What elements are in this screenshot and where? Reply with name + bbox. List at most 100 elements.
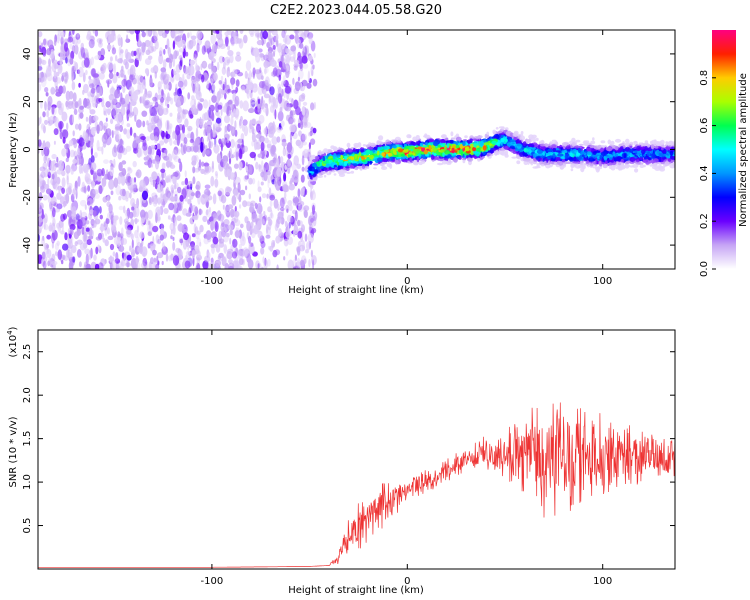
heatmap-cell (65, 193, 70, 204)
heatmap-cell (129, 102, 133, 114)
heatmap-cell (280, 120, 285, 127)
heatmap-cell (276, 136, 281, 143)
heatmap-cell (206, 80, 210, 89)
heatmap-cell (90, 129, 94, 135)
heatmap-cell (191, 233, 196, 238)
heatmap-cell (210, 231, 217, 239)
heatmap-cell (185, 51, 189, 57)
heatmap-cell (44, 256, 48, 262)
heatmap-cell (88, 114, 92, 125)
heatmap-cell (204, 184, 211, 189)
heatmap-cell (211, 95, 217, 103)
heatmap-cell (165, 44, 168, 50)
heatmap-cell (165, 133, 171, 140)
heatmap-cell (170, 235, 173, 240)
heatmap-cell (284, 85, 292, 94)
heatmap-cell (77, 249, 82, 258)
heatmap-cell (238, 148, 243, 160)
heatmap-cell (43, 167, 49, 178)
heatmap-cell (50, 106, 57, 116)
heatmap-cell (220, 195, 227, 204)
heatmap-cell (133, 204, 138, 209)
heatmap-cell (206, 136, 209, 142)
heatmap-cell (269, 200, 273, 207)
heatmap-cell (276, 167, 282, 177)
heatmap-cell (103, 159, 109, 165)
heatmap-cell (227, 204, 234, 210)
heatmap-cell (117, 37, 122, 47)
heatmap-cell (176, 30, 181, 34)
heatmap-cell (64, 42, 68, 52)
heatmap-cell (412, 136, 418, 142)
heatmap-cell (219, 43, 226, 50)
heatmap-cell (229, 229, 233, 236)
heatmap-cell (165, 252, 169, 262)
heatmap-cell (329, 170, 332, 174)
heatmap-cell (248, 235, 252, 244)
heatmap-cell (67, 51, 71, 63)
heatmap-cell (114, 123, 121, 130)
heatmap-cell (71, 81, 76, 91)
heatmap-cell (87, 197, 94, 207)
heatmap-cell (205, 230, 212, 241)
heatmap-cell (269, 212, 274, 219)
heatmap-cell (260, 75, 264, 80)
heatmap-cell (282, 75, 286, 85)
heatmap-cell (119, 57, 123, 64)
heatmap-cell (159, 234, 164, 241)
heatmap-cell (85, 220, 90, 225)
heatmap-cell (560, 165, 564, 170)
heatmap-cell (184, 260, 191, 269)
heatmap-cell (237, 72, 244, 77)
heatmap-cell (163, 48, 166, 55)
heatmap-cell (152, 180, 156, 188)
heatmap-cell (97, 146, 103, 152)
heatmap-cell (189, 202, 193, 214)
heatmap-cell (294, 81, 301, 92)
heatmap-cell (66, 93, 73, 99)
heatmap-cell (296, 163, 302, 170)
heatmap-cell (44, 242, 49, 250)
heatmap-cell (184, 79, 188, 87)
heatmap-cell (52, 164, 57, 172)
heatmap-cell (242, 100, 249, 112)
heatmap-cell (40, 76, 47, 88)
heatmap-cell (267, 245, 272, 250)
heatmap-cell (80, 217, 87, 227)
heatmap-cell (47, 39, 54, 48)
heatmap-cell (231, 251, 238, 259)
heatmap-cell (196, 42, 200, 53)
heatmap-cell (308, 37, 313, 45)
heatmap-cell (151, 115, 157, 125)
heatmap-cell (301, 93, 306, 99)
heatmap-cell (45, 188, 52, 195)
heatmap-cell (268, 122, 274, 132)
heatmap-cell (150, 110, 153, 117)
heatmap-cell (233, 163, 239, 169)
heatmap-cell (172, 236, 175, 241)
heatmap-cell (206, 120, 213, 127)
heatmap-cell (83, 83, 89, 94)
heatmap-cell (239, 30, 244, 34)
heatmap-cell (279, 107, 283, 113)
heatmap-cell (172, 225, 176, 235)
heatmap-cell (61, 259, 64, 265)
heatmap-cell (257, 230, 263, 239)
heatmap-cell (140, 146, 143, 157)
heatmap-cell (333, 173, 337, 176)
heatmap-cell (58, 185, 61, 194)
heatmap-cell (251, 212, 257, 223)
heatmap-cell (58, 120, 64, 130)
heatmap-cell (254, 202, 258, 210)
heatmap-cell (125, 210, 130, 220)
heatmap-cell (40, 122, 45, 131)
heatmap-cell (100, 48, 106, 57)
heatmap-cell (160, 168, 166, 173)
heatmap-cell (301, 106, 306, 116)
heatmap-cell (53, 202, 59, 207)
heatmap-cell (144, 161, 151, 166)
heatmap-cell (109, 166, 115, 177)
heatmap-cell (265, 76, 270, 87)
heatmap-cell (96, 168, 103, 177)
heatmap-cell (59, 50, 64, 60)
